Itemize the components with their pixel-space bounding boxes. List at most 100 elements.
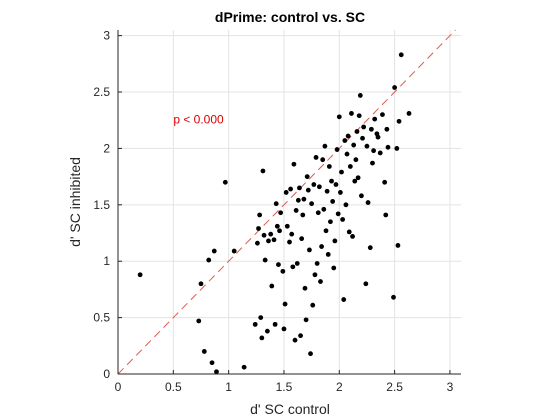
data-point (290, 264, 296, 270)
plot-background (118, 30, 461, 374)
data-point (354, 129, 360, 134)
data-point (281, 326, 287, 332)
y-tick-label: 0.5 (93, 311, 110, 325)
grid (118, 30, 461, 374)
data-point (370, 160, 375, 166)
y-tick-label: 3 (103, 29, 110, 43)
data-point (300, 212, 306, 218)
data-point (304, 174, 310, 180)
data-point (375, 134, 381, 140)
data-point (214, 369, 219, 375)
data-point (324, 188, 330, 194)
data-point (368, 126, 374, 132)
data-point (303, 317, 309, 323)
data-point (365, 200, 371, 205)
data-point (333, 182, 339, 187)
data-point (259, 335, 265, 341)
x-tick-label: 3 (447, 380, 454, 394)
data-point (262, 257, 268, 263)
data-point (274, 223, 280, 229)
x-tick-label: 0.5 (165, 380, 182, 394)
data-point (372, 116, 378, 122)
p-value-annotation: p < 0.000 (173, 113, 224, 127)
data-point (341, 297, 347, 302)
data-point (282, 301, 288, 307)
data-point (201, 349, 207, 354)
data-point (325, 252, 331, 257)
data-point (352, 178, 358, 184)
data-point (137, 272, 143, 278)
data-point (320, 157, 326, 163)
data-point (284, 223, 290, 229)
data-point (319, 244, 324, 249)
x-tick-label: 2.5 (386, 380, 403, 394)
data-point (367, 245, 373, 251)
data-point (280, 268, 286, 274)
y-axis-label: d' SC inhibited (67, 157, 83, 247)
data-point (350, 234, 355, 239)
data-point (299, 236, 305, 242)
data-point (297, 185, 302, 191)
data-point (406, 111, 412, 116)
data-point (256, 226, 261, 231)
data-point (360, 135, 365, 141)
data-point (298, 333, 303, 339)
data-point (291, 161, 297, 167)
data-point (301, 196, 307, 202)
data-point (241, 364, 247, 370)
data-point (258, 315, 264, 321)
data-point (395, 243, 401, 248)
data-point (269, 283, 275, 289)
data-point (315, 210, 321, 216)
reference-line-layer (117, 29, 456, 375)
data-point (313, 155, 319, 160)
data-point (302, 285, 308, 291)
data-point (361, 124, 367, 130)
data-point (196, 318, 202, 324)
data-point (307, 247, 312, 253)
axes (117, 30, 461, 375)
y-tick-label: 2.5 (93, 85, 110, 99)
x-tick-label: 2 (336, 380, 343, 394)
x-tick-label: 1 (225, 380, 232, 394)
data-point (293, 208, 299, 213)
data-point (331, 265, 337, 271)
data-point (264, 328, 270, 334)
data-point (355, 175, 361, 181)
data-point (398, 52, 404, 58)
data-point (344, 151, 350, 157)
data-point (283, 190, 289, 195)
data-point (332, 238, 338, 244)
data-point (392, 85, 398, 90)
data-point (206, 257, 212, 263)
data-point (353, 157, 359, 163)
data-point (396, 118, 402, 124)
data-point (340, 217, 346, 222)
x-tick-label: 1.5 (276, 380, 293, 394)
data-point (328, 219, 333, 225)
data-point (255, 240, 260, 246)
data-point (380, 112, 385, 117)
data-point (209, 360, 215, 366)
ticks: 0 0.5 1 1.5 2 2.5 3 0 0.5 1 1.5 2 2.5 3 (93, 29, 453, 394)
data-point (323, 228, 329, 234)
data-point (277, 228, 282, 234)
data-point (268, 231, 274, 237)
data-point (384, 126, 390, 132)
data-point (356, 113, 362, 119)
data-point (339, 169, 344, 175)
data-point (321, 206, 327, 212)
data-points (137, 52, 412, 375)
data-point (326, 164, 332, 169)
data-point (336, 114, 342, 120)
data-point (343, 202, 349, 208)
data-point (337, 190, 343, 195)
data-point (311, 182, 317, 187)
chart-title: dPrime: control vs. SC (215, 9, 365, 25)
data-point (318, 279, 323, 284)
data-point (335, 211, 341, 217)
unity-reference-line (117, 29, 456, 375)
data-point (394, 146, 400, 151)
data-point (287, 239, 292, 245)
data-point (305, 187, 311, 193)
